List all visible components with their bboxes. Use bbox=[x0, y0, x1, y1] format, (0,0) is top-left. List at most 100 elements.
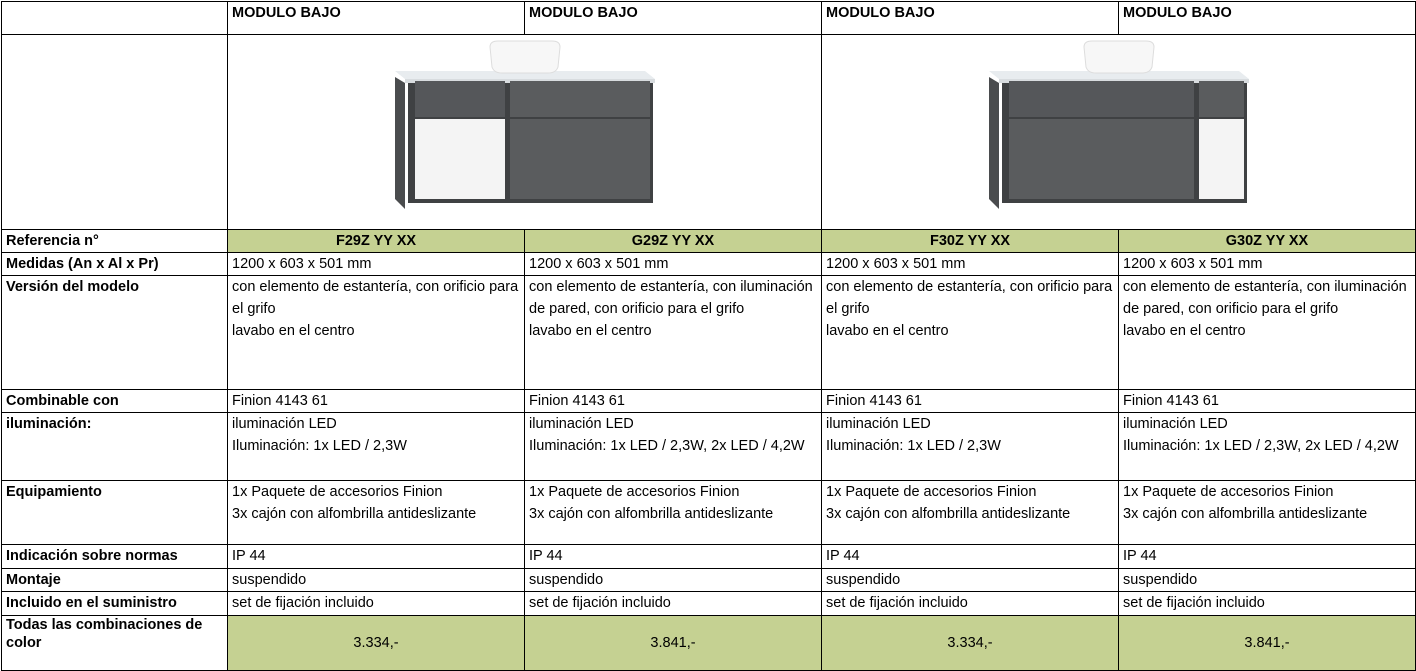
spec-cell: 3.334,- bbox=[227, 615, 525, 671]
row-label: Equipamiento bbox=[1, 480, 228, 545]
spec-row: Todas las combinaciones de color 3.334,- 3… bbox=[1, 615, 1416, 671]
cell-text: Iluminación: 1x LED / 2,3W, 2x LED / 4,2… bbox=[1123, 438, 1399, 454]
spec-cell: Finion 4143 61 bbox=[821, 389, 1119, 413]
cell-text: 3.841,- bbox=[650, 635, 696, 651]
spec-cell: IP 44 bbox=[821, 544, 1119, 569]
image-cell bbox=[821, 34, 1416, 230]
spec-cell: set de fijación incluido bbox=[821, 591, 1119, 616]
spec-cell: 1200 x 603 x 501 mm bbox=[821, 252, 1119, 276]
spec-cell: con elemento de estantería, con iluminac… bbox=[1118, 275, 1416, 390]
cell-text: Finion 4143 61 bbox=[232, 393, 328, 409]
cell-text: 1x Paquete de accesorios Finion bbox=[529, 484, 740, 500]
spec-cell: Finion 4143 61 bbox=[1118, 389, 1416, 413]
header-row: MODULO BAJO MODULO BAJO MODULO BAJO MODULO … bbox=[1, 1, 1416, 35]
row-label: Medidas (An x Al x Pr) bbox=[1, 252, 228, 276]
header-cell: MODULO BAJO bbox=[821, 1, 1119, 35]
cabinet-image bbox=[988, 40, 1249, 209]
cell-text: F29Z YY XX bbox=[335, 233, 417, 249]
spec-cell: F30Z YY XX bbox=[821, 229, 1119, 253]
cell-text: Iluminación: 1x LED / 2,3W bbox=[826, 438, 1001, 454]
cell-text: set de fijación incluido bbox=[529, 595, 671, 611]
cell-text: con elemento de estantería, con orificio… bbox=[232, 279, 519, 317]
row-label: Todas las combinaciones de color bbox=[1, 615, 228, 671]
cell-text: lavabo en el centro bbox=[529, 323, 652, 339]
spec-cell: 3.334,- bbox=[821, 615, 1119, 671]
cell-text: 1200 x 603 x 501 mm bbox=[1123, 256, 1263, 272]
cell-text: IP 44 bbox=[826, 548, 860, 564]
cabinet-image bbox=[394, 40, 655, 209]
spec-cell: set de fijación incluido bbox=[524, 591, 822, 616]
row-label: Combinable con bbox=[1, 389, 228, 413]
spec-row: Referencia n° F29Z YY XX G29Z YY XX F30Z YY… bbox=[1, 229, 1416, 253]
row-label: Indicación sobre normas bbox=[1, 544, 228, 569]
spec-cell: suspendido bbox=[227, 568, 525, 592]
cell-text: con elemento de estantería, con iluminac… bbox=[1123, 279, 1407, 317]
cell-text: Finion 4143 61 bbox=[826, 393, 922, 409]
cell-text: 1200 x 603 x 501 mm bbox=[529, 256, 669, 272]
row-label: Montaje bbox=[1, 568, 228, 592]
spec-row: iluminación: iluminación LED Iluminación: … bbox=[1, 412, 1416, 481]
spec-cell: 1x Paquete de accesorios Finion 3x cajón … bbox=[821, 480, 1119, 545]
cell-text: lavabo en el centro bbox=[232, 323, 355, 339]
spec-cell: set de fijación incluido bbox=[227, 591, 525, 616]
header-cell: MODULO BAJO bbox=[1118, 1, 1416, 35]
spec-cell: con elemento de estantería, con iluminac… bbox=[524, 275, 822, 390]
cell-text: suspendido bbox=[529, 572, 604, 588]
spec-row: Combinable con Finion 4143 61 Finion 4143 … bbox=[1, 389, 1416, 413]
cell-text: Finion 4143 61 bbox=[1123, 393, 1219, 409]
cell-text: IP 44 bbox=[1123, 548, 1157, 564]
cell-text: Iluminación: 1x LED / 2,3W bbox=[232, 438, 407, 454]
spec-cell: 1200 x 603 x 501 mm bbox=[227, 252, 525, 276]
spec-cell: Finion 4143 61 bbox=[227, 389, 525, 413]
cell-text: IP 44 bbox=[529, 548, 563, 564]
cell-text: con elemento de estantería, con iluminac… bbox=[529, 279, 813, 317]
cell-text: set de fijación incluido bbox=[826, 595, 968, 611]
cell-text: set de fijación incluido bbox=[232, 595, 374, 611]
cell-text: iluminación LED bbox=[232, 416, 337, 432]
cell-text: suspendido bbox=[1123, 572, 1198, 588]
cell-text: 1200 x 603 x 501 mm bbox=[232, 256, 372, 272]
row-label: iluminación: bbox=[1, 412, 228, 481]
spec-cell: IP 44 bbox=[227, 544, 525, 569]
spec-cell: IP 44 bbox=[524, 544, 822, 569]
cell-text: 1x Paquete de accesorios Finion bbox=[1123, 484, 1334, 500]
header-cell: MODULO BAJO bbox=[227, 1, 525, 35]
image-row bbox=[1, 34, 1416, 230]
cell-text: 3x cajón con alfombrilla antideslizante bbox=[1123, 506, 1368, 522]
cell-text: 1200 x 603 x 501 mm bbox=[826, 256, 966, 272]
spec-cell: iluminación LED Iluminación: 1x LED / 2,3… bbox=[1118, 412, 1416, 481]
spec-cell: iluminación LED Iluminación: 1x LED / 2,3… bbox=[821, 412, 1119, 481]
spec-cell: F29Z YY XX bbox=[227, 229, 525, 253]
cell-text: G29Z YY XX bbox=[631, 233, 715, 249]
spec-cell: con elemento de estantería, con orificio… bbox=[821, 275, 1119, 390]
cell-text: iluminación LED bbox=[1123, 416, 1228, 432]
spec-cell: Finion 4143 61 bbox=[524, 389, 822, 413]
spec-cell: iluminación LED Iluminación: 1x LED / 2,3… bbox=[227, 412, 525, 481]
spec-cell: 1x Paquete de accesorios Finion 3x cajón … bbox=[524, 480, 822, 545]
spec-cell: G29Z YY XX bbox=[524, 229, 822, 253]
spec-cell: 3.841,- bbox=[1118, 615, 1416, 671]
spec-row: Versión del modelo con elemento de estant… bbox=[1, 275, 1416, 390]
cell-text: lavabo en el centro bbox=[826, 323, 949, 339]
spec-cell: 1x Paquete de accesorios Finion 3x cajón … bbox=[1118, 480, 1416, 545]
empty-cell bbox=[1, 34, 228, 230]
cell-text: 3x cajón con alfombrilla antideslizante bbox=[529, 506, 774, 522]
spec-cell: 3.841,- bbox=[524, 615, 822, 671]
row-label: Referencia n° bbox=[1, 229, 228, 253]
spec-cell: IP 44 bbox=[1118, 544, 1416, 569]
cell-text: con elemento de estantería, con orificio… bbox=[826, 279, 1113, 317]
spec-cell: suspendido bbox=[524, 568, 822, 592]
spec-cell: 1200 x 603 x 501 mm bbox=[1118, 252, 1416, 276]
spec-cell: suspendido bbox=[821, 568, 1119, 592]
cell-text: 3x cajón con alfombrilla antideslizante bbox=[826, 506, 1071, 522]
cell-text: 3x cajón con alfombrilla antideslizante bbox=[232, 506, 477, 522]
spec-cell: G30Z YY XX bbox=[1118, 229, 1416, 253]
cell-text: G30Z YY XX bbox=[1225, 233, 1309, 249]
cell-text: 1x Paquete de accesorios Finion bbox=[232, 484, 443, 500]
cell-text: set de fijación incluido bbox=[1123, 595, 1265, 611]
cell-text: Iluminación: 1x LED / 2,3W, 2x LED / 4,2… bbox=[529, 438, 805, 454]
cell-text: F30Z YY XX bbox=[929, 233, 1011, 249]
cell-text: iluminación LED bbox=[826, 416, 931, 432]
